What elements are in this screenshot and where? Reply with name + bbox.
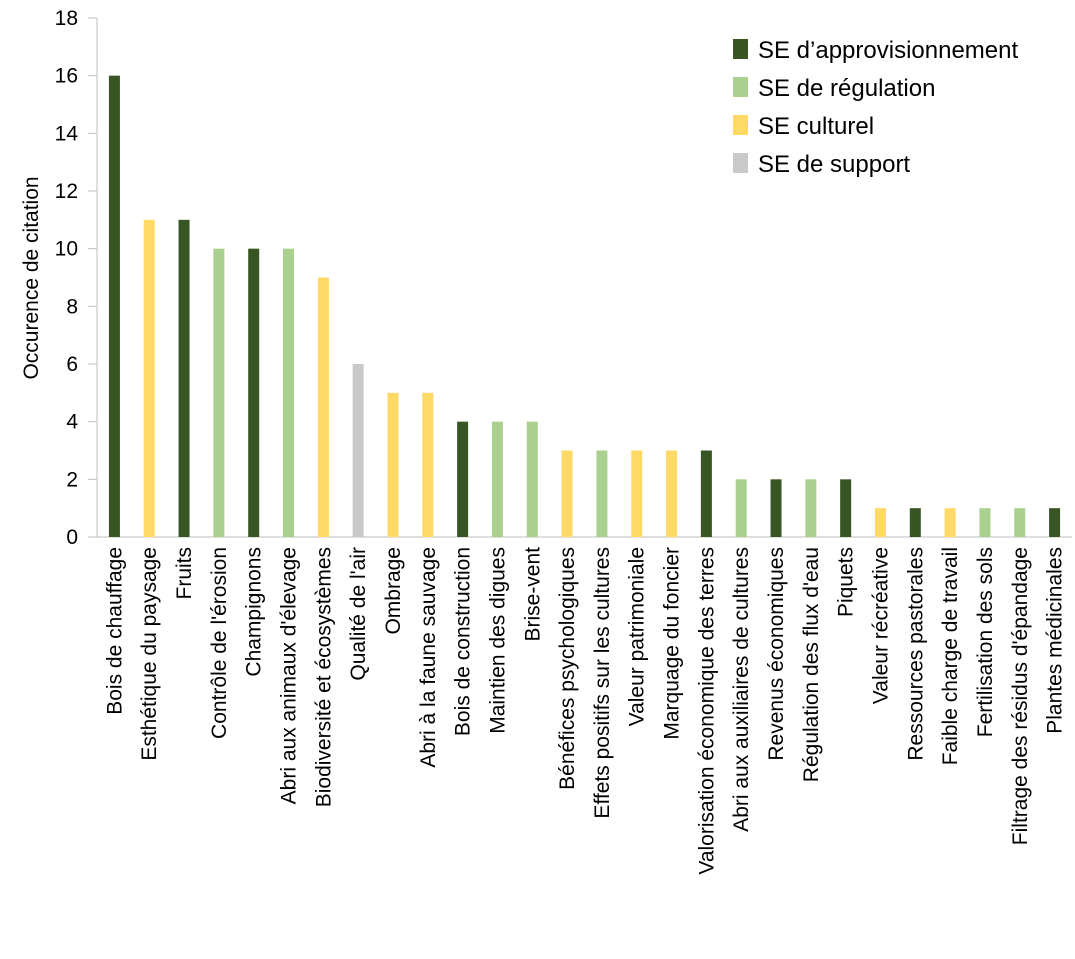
x-tick-label: Valeur patrimoniale	[626, 547, 649, 726]
x-tick-label: Abri aux auxiliaires de cultures	[730, 547, 753, 832]
bar	[526, 421, 538, 537]
bar	[283, 248, 295, 537]
bar	[248, 248, 260, 537]
bar	[840, 479, 852, 537]
y-tick-label: 0	[66, 526, 78, 549]
legend-swatch	[733, 77, 748, 97]
x-tick-label: Revenus économiques	[765, 547, 788, 761]
y-tick-label: 16	[55, 65, 78, 88]
x-tick-label: Faible charge de travail	[939, 547, 962, 765]
bar	[422, 392, 434, 537]
bar	[143, 219, 155, 538]
x-tick-label: Effets positifs sur les cultures	[591, 547, 614, 819]
bar	[770, 479, 782, 537]
y-tick-label: 12	[55, 180, 78, 203]
bar	[1049, 508, 1061, 537]
bar	[631, 450, 643, 537]
y-tick-label: 8	[66, 295, 78, 318]
x-tick-label: Champignons	[243, 547, 266, 677]
x-tick-label: Fruits	[173, 547, 196, 600]
bar	[1014, 508, 1026, 537]
legend-swatch	[733, 39, 748, 59]
x-tick-label: Maintien des digues	[486, 547, 509, 734]
bar	[457, 421, 469, 537]
bar	[596, 450, 608, 537]
legend-label: SE culturel	[758, 113, 874, 140]
bar	[491, 421, 503, 537]
x-tick-label: Abri aux animaux d'élevage	[278, 547, 301, 804]
x-tick-label: Qualité de l'air	[347, 547, 370, 681]
bar	[561, 450, 573, 537]
bar	[944, 508, 956, 537]
bar	[352, 364, 364, 537]
x-tick-label: Brise-vent	[521, 547, 544, 642]
x-tick-label: Piquets	[835, 547, 858, 617]
bar	[213, 248, 225, 537]
bar	[666, 450, 678, 537]
bar	[979, 508, 991, 537]
legend-swatch	[733, 153, 748, 173]
y-tick-label: 4	[66, 411, 78, 434]
y-tick-label: 10	[55, 238, 78, 261]
bar	[735, 479, 747, 537]
x-tick-label: Valorisation économique des terres	[695, 547, 718, 875]
x-tick-label: Plantes médicinales	[1044, 547, 1067, 734]
y-tick-label: 6	[66, 353, 78, 376]
y-axis-title: Occurence de citation	[20, 176, 43, 379]
x-tick-label: Marquage du foncier	[661, 547, 684, 740]
y-tick-label: 18	[55, 7, 78, 30]
x-tick-label: Ressources pastorales	[904, 547, 927, 761]
x-tick-label: Bénéfices psychologiques	[556, 547, 579, 790]
x-tick-label: Valeur récréative	[869, 547, 892, 704]
bar	[909, 508, 921, 537]
legend-swatch	[733, 115, 748, 135]
bar	[387, 392, 399, 537]
x-tick-label: Abri à la faune sauvage	[417, 547, 440, 768]
y-tick-label: 14	[55, 122, 79, 145]
bar	[874, 508, 886, 537]
y-tick-label: 2	[66, 468, 78, 491]
bar	[700, 450, 712, 537]
x-tick-label: Contrôle de l'érosion	[208, 547, 231, 739]
x-tick-label: Ombrage	[382, 547, 405, 635]
x-tick-label: Esthétique du paysage	[138, 547, 161, 761]
x-tick-label: Fertilisation des sols	[974, 547, 997, 737]
bar	[108, 75, 120, 538]
bar	[317, 277, 329, 537]
legend-label: SE d’approvisionnement	[758, 37, 1018, 64]
legend-label: SE de régulation	[758, 75, 935, 102]
bar	[805, 479, 817, 537]
x-tick-label: Filtrage des résidus d'épandage	[1009, 547, 1032, 845]
x-tick-label: Biodiversité et écosystèmes	[312, 547, 335, 807]
x-tick-label: Bois de construction	[452, 547, 475, 736]
bar	[178, 219, 190, 538]
legend-label: SE de support	[758, 151, 910, 178]
x-tick-label: Régulation des flux d'eau	[800, 547, 823, 782]
x-tick-label: Bois de chauffage	[103, 547, 126, 715]
